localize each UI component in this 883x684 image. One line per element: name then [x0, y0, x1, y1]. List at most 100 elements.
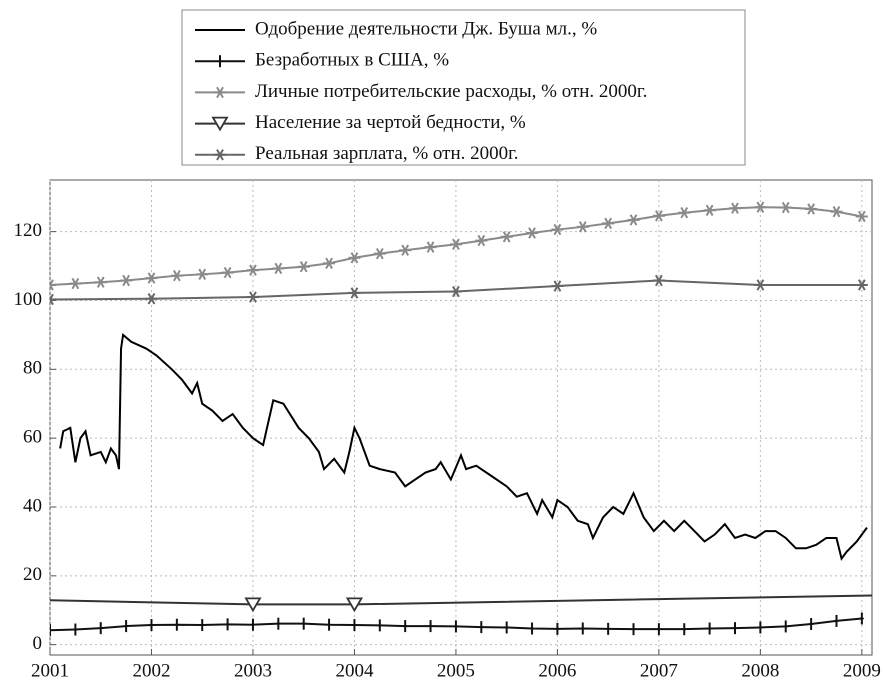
marker-stroke	[401, 244, 410, 256]
marker-stroke	[216, 86, 224, 99]
marker-stroke	[223, 266, 232, 279]
marker-stroke	[96, 276, 105, 288]
marker	[580, 622, 585, 635]
marker	[754, 279, 767, 291]
marker	[73, 623, 78, 636]
y-tick-label: 120	[14, 220, 43, 241]
marker-stroke	[71, 277, 80, 290]
marker-stroke	[350, 287, 359, 299]
marker	[733, 622, 737, 635]
marker-stroke	[502, 231, 511, 243]
marker-stroke	[452, 238, 460, 251]
marker-stroke	[216, 149, 224, 161]
marker	[754, 201, 767, 213]
marker	[627, 214, 640, 226]
marker	[246, 291, 259, 303]
marker-stroke	[249, 264, 257, 276]
marker	[652, 210, 665, 222]
series-line	[59, 332, 868, 561]
marker-stroke	[528, 227, 536, 239]
marker	[403, 620, 408, 633]
y-tick-label: 20	[23, 564, 42, 585]
marker	[631, 623, 636, 636]
marker	[373, 247, 386, 260]
marker	[221, 266, 234, 279]
marker	[602, 217, 615, 230]
marker-stroke	[655, 274, 663, 287]
marker	[834, 614, 839, 627]
marker	[830, 205, 843, 218]
marker-stroke	[299, 261, 308, 273]
marker	[272, 262, 285, 275]
marker	[855, 279, 868, 291]
marker	[200, 619, 205, 632]
marker	[526, 227, 539, 239]
x-tick-label: 2004	[335, 660, 374, 681]
marker	[703, 204, 716, 216]
marker-stroke	[731, 202, 739, 214]
marker	[225, 618, 230, 631]
y-tick-label: 100	[14, 289, 43, 310]
marker	[678, 207, 691, 219]
legend-label: Население за чертой бедности, %	[255, 112, 526, 133]
marker	[428, 620, 433, 633]
y-tick-label: 40	[23, 495, 42, 516]
series	[59, 332, 868, 561]
marker-shape	[211, 116, 229, 132]
marker	[555, 622, 560, 635]
marker	[855, 210, 868, 223]
marker	[323, 257, 336, 269]
marker	[779, 201, 792, 214]
marker	[98, 622, 103, 635]
marker-stroke	[50, 293, 54, 302]
marker-stroke	[756, 201, 765, 213]
marker	[783, 620, 788, 633]
marker	[120, 274, 133, 287]
marker-stroke	[629, 214, 638, 226]
marker	[250, 618, 255, 631]
x-tick-label: 2001	[31, 660, 69, 681]
legend-label: Одобрение деятельности Дж. Буша мл., %	[255, 18, 597, 39]
marker	[301, 617, 306, 630]
marker	[196, 268, 209, 281]
series-line	[50, 594, 872, 606]
marker-stroke	[477, 234, 486, 247]
x-tick-label: 2009	[843, 660, 881, 681]
marker-stroke	[578, 221, 587, 233]
marker-stroke	[198, 268, 207, 281]
marker	[345, 597, 364, 613]
marker	[504, 621, 509, 634]
marker	[218, 55, 222, 68]
marker	[327, 618, 332, 631]
marker-stroke	[147, 293, 156, 305]
marker	[707, 622, 712, 635]
marker-stroke	[857, 279, 866, 291]
marker	[682, 623, 687, 636]
series	[50, 274, 868, 306]
marker	[859, 612, 864, 625]
marker-stroke	[249, 291, 257, 303]
marker	[576, 221, 589, 233]
marker	[348, 252, 361, 264]
x-tick-label: 2002	[132, 660, 170, 681]
marker	[551, 223, 564, 236]
marker-stroke	[705, 204, 714, 216]
marker-stroke	[857, 210, 866, 223]
marker	[276, 617, 281, 630]
marker	[377, 619, 382, 632]
marker	[297, 261, 310, 273]
marker	[94, 276, 107, 288]
marker	[500, 231, 513, 243]
marker-stroke	[781, 201, 790, 214]
marker-stroke	[832, 205, 841, 218]
marker-stroke	[452, 285, 460, 298]
marker	[399, 244, 412, 256]
y-tick-label: 0	[33, 633, 43, 654]
marker	[145, 293, 158, 305]
y-tick-label: 80	[23, 358, 42, 379]
marker-stroke	[756, 279, 765, 291]
marker	[479, 621, 484, 634]
marker-stroke	[655, 210, 663, 222]
marker-stroke	[274, 262, 283, 275]
marker-stroke	[172, 269, 181, 282]
